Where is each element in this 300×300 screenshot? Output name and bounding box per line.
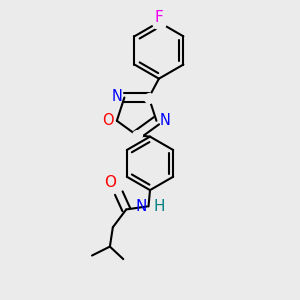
Text: N: N — [136, 199, 147, 214]
Text: N: N — [112, 88, 123, 104]
Text: N: N — [160, 113, 171, 128]
Text: H: H — [154, 199, 165, 214]
Text: F: F — [154, 10, 163, 25]
Text: O: O — [104, 175, 116, 190]
Text: O: O — [102, 113, 113, 128]
